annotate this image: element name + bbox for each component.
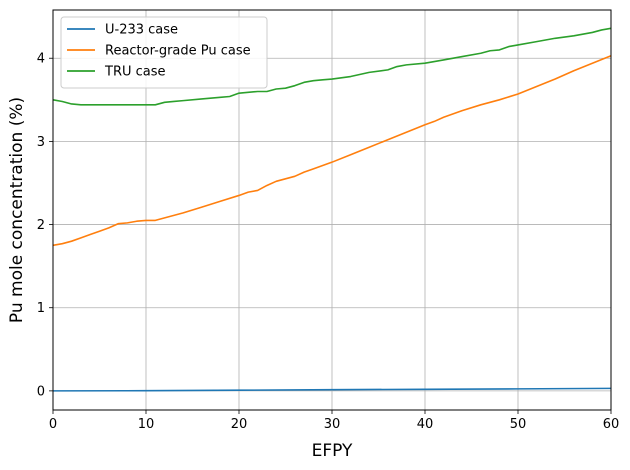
legend-label-3: TRU case — [104, 65, 166, 80]
series-lines — [52, 27, 612, 392]
x-tick-label: 50 — [510, 417, 527, 432]
axis-ticks: 0 10 20 30 40 50 60 0 1 2 3 4 — [37, 52, 620, 432]
x-tick-label: 60 — [603, 417, 620, 432]
legend: U-233 case Reactor-grade Pu case TRU case — [60, 16, 268, 89]
x-axis-label: EFPY — [312, 441, 353, 461]
y-tick-label: 0 — [37, 384, 45, 399]
series-line-3 — [52, 27, 612, 106]
series-line-2 — [52, 54, 612, 247]
series-line-1 — [52, 387, 612, 392]
y-tick-label: 1 — [37, 301, 45, 316]
y-tick-label: 3 — [37, 135, 45, 150]
x-tick-label: 30 — [324, 417, 341, 432]
legend-box — [60, 16, 268, 89]
legend-label-1: U-233 case — [105, 23, 178, 38]
y-axis-label: Pu mole concentration (%) — [7, 97, 27, 323]
x-tick-label: 20 — [231, 417, 248, 432]
x-tick-label: 40 — [417, 417, 434, 432]
y-tick-label: 4 — [37, 52, 45, 67]
y-tick-label: 2 — [37, 218, 45, 233]
x-tick-label: 0 — [49, 417, 57, 432]
x-tick-label: 10 — [138, 417, 155, 432]
legend-label-2: Reactor-grade Pu case — [105, 44, 251, 59]
